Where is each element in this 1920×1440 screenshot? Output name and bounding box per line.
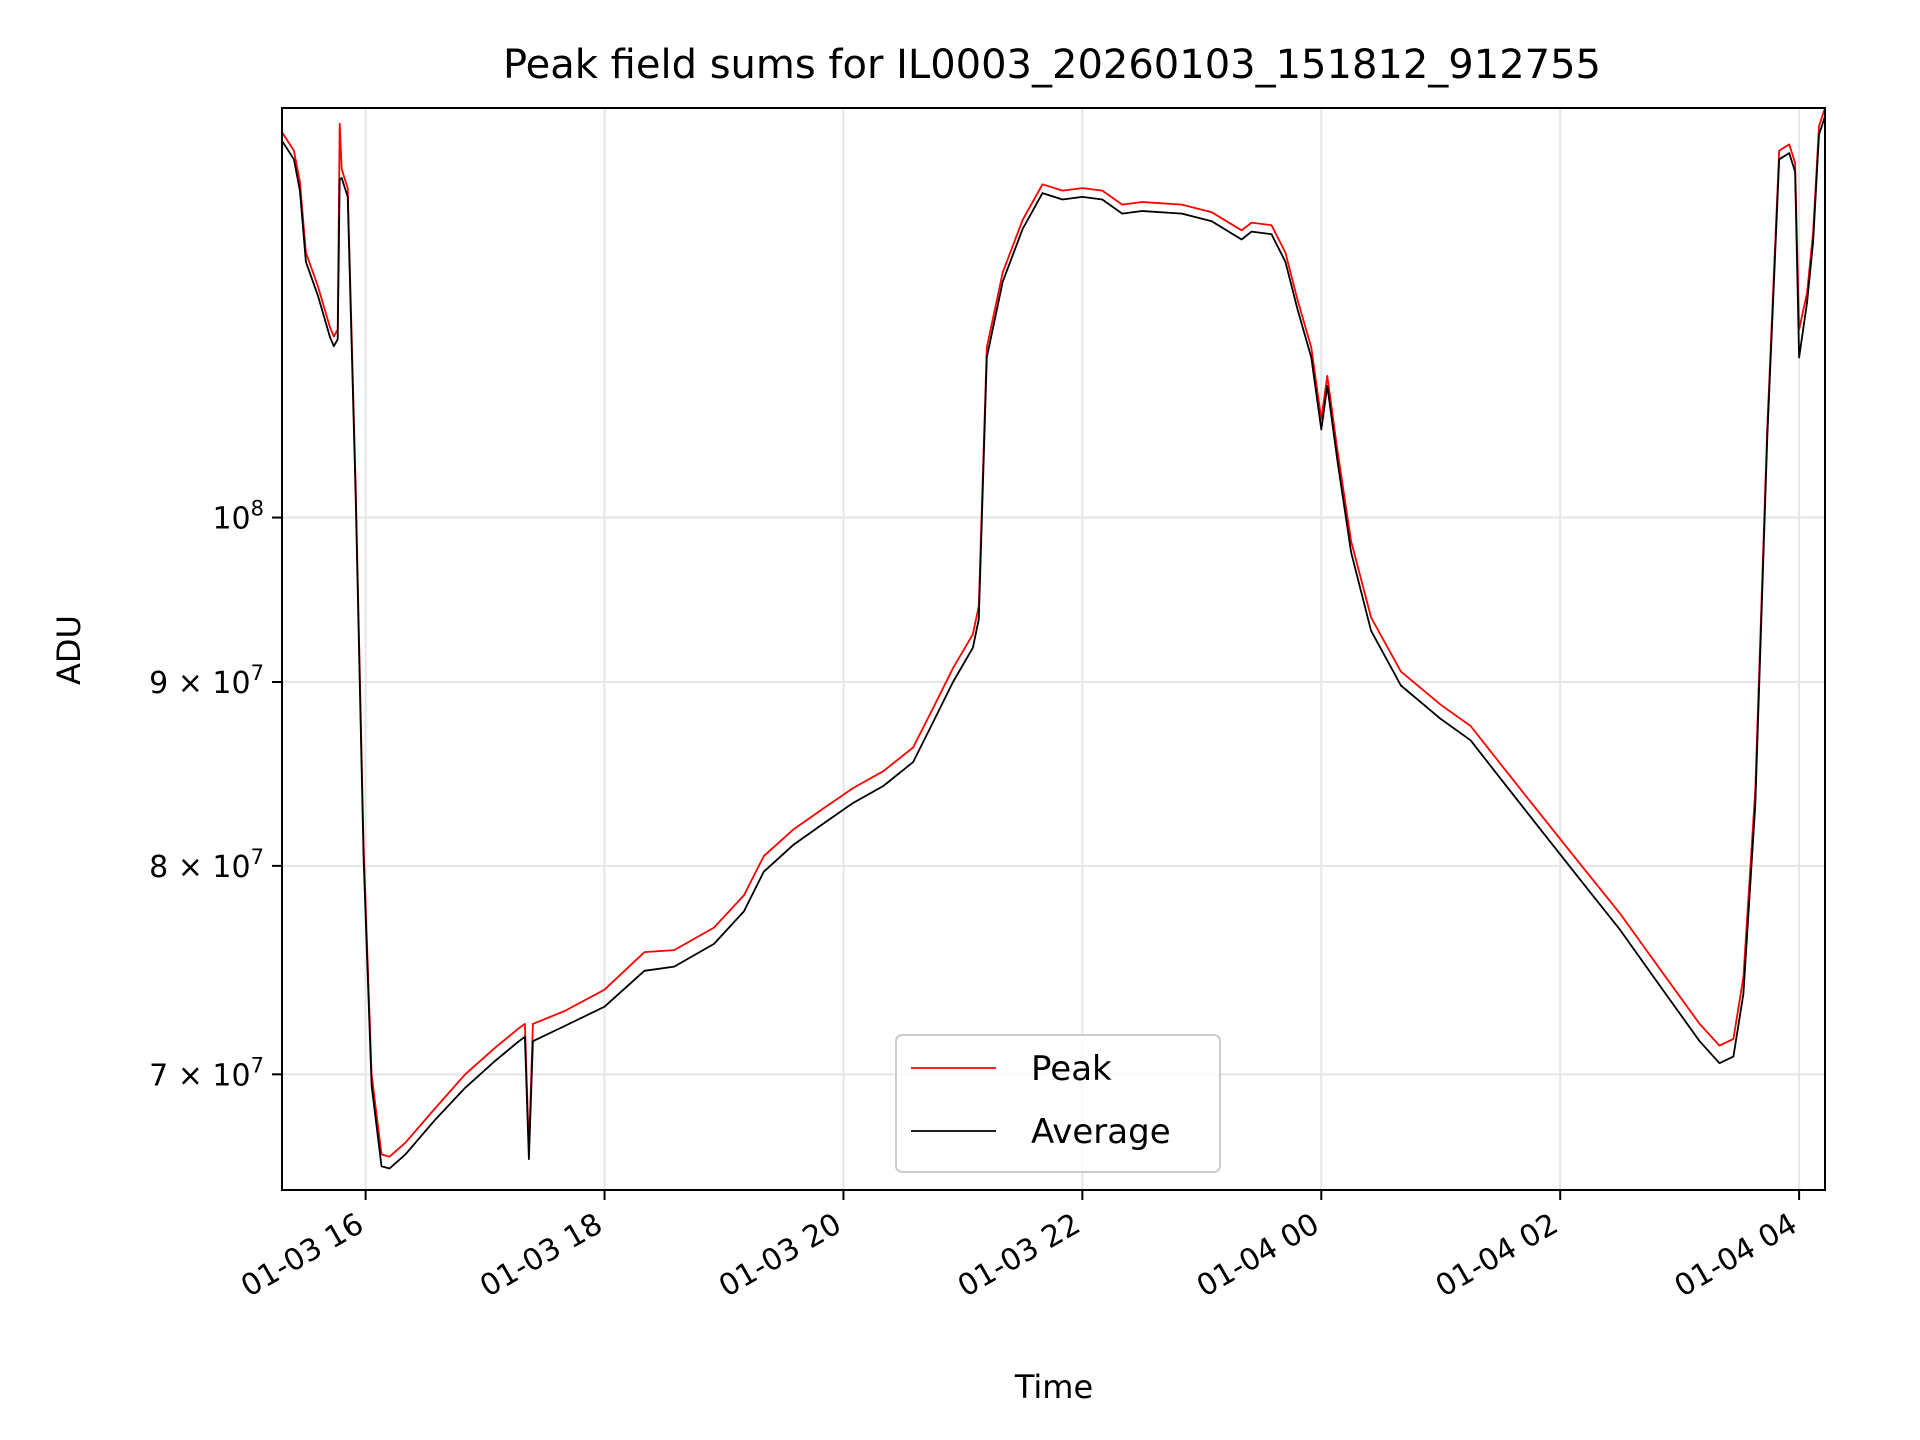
- x-axis-title: Time: [1014, 1368, 1093, 1406]
- plot-frame: [281, 107, 1826, 1191]
- series-lines: [281, 107, 1826, 1170]
- series-line-peak: [281, 107, 1826, 1158]
- chart-title: Peak field sums for IL0003_20260103_1518…: [503, 42, 1601, 88]
- legend-label: Average: [1031, 1112, 1171, 1152]
- series-line-average: [281, 116, 1826, 1170]
- y-tick-label: 9 × 107: [149, 661, 264, 701]
- y-axis-ticks: 108 9 × 107 8 × 107 7 × 107: [149, 497, 282, 1093]
- legend: Peak Average: [895, 1034, 1221, 1173]
- plot-area: [282, 108, 1825, 1190]
- y-axis-title: ADU: [50, 615, 88, 685]
- legend-label: Peak: [1031, 1049, 1112, 1089]
- y-tick-label: 7 × 107: [149, 1053, 264, 1093]
- y-tick-label: 8 × 107: [149, 845, 264, 885]
- y-tick-label: 108: [212, 497, 264, 537]
- legend-box: [895, 1034, 1221, 1173]
